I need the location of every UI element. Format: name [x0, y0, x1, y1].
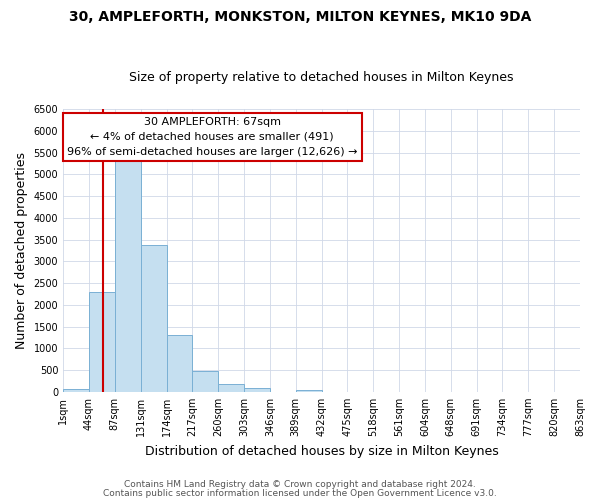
Bar [140, 245, 167, 392]
Bar [244, 388, 270, 392]
Title: Size of property relative to detached houses in Milton Keynes: Size of property relative to detached ho… [130, 72, 514, 85]
Bar [193, 371, 218, 392]
Bar [115, 156, 140, 392]
Text: Contains HM Land Registry data © Crown copyright and database right 2024.: Contains HM Land Registry data © Crown c… [124, 480, 476, 489]
Bar [218, 384, 244, 392]
Bar [63, 388, 89, 392]
Bar [89, 292, 115, 392]
Y-axis label: Number of detached properties: Number of detached properties [15, 152, 28, 349]
Text: 30 AMPLEFORTH: 67sqm
← 4% of detached houses are smaller (491)
96% of semi-detac: 30 AMPLEFORTH: 67sqm ← 4% of detached ho… [67, 117, 358, 156]
Bar [167, 335, 193, 392]
Bar [296, 390, 322, 392]
X-axis label: Distribution of detached houses by size in Milton Keynes: Distribution of detached houses by size … [145, 444, 499, 458]
Text: 30, AMPLEFORTH, MONKSTON, MILTON KEYNES, MK10 9DA: 30, AMPLEFORTH, MONKSTON, MILTON KEYNES,… [69, 10, 531, 24]
Text: Contains public sector information licensed under the Open Government Licence v3: Contains public sector information licen… [103, 488, 497, 498]
